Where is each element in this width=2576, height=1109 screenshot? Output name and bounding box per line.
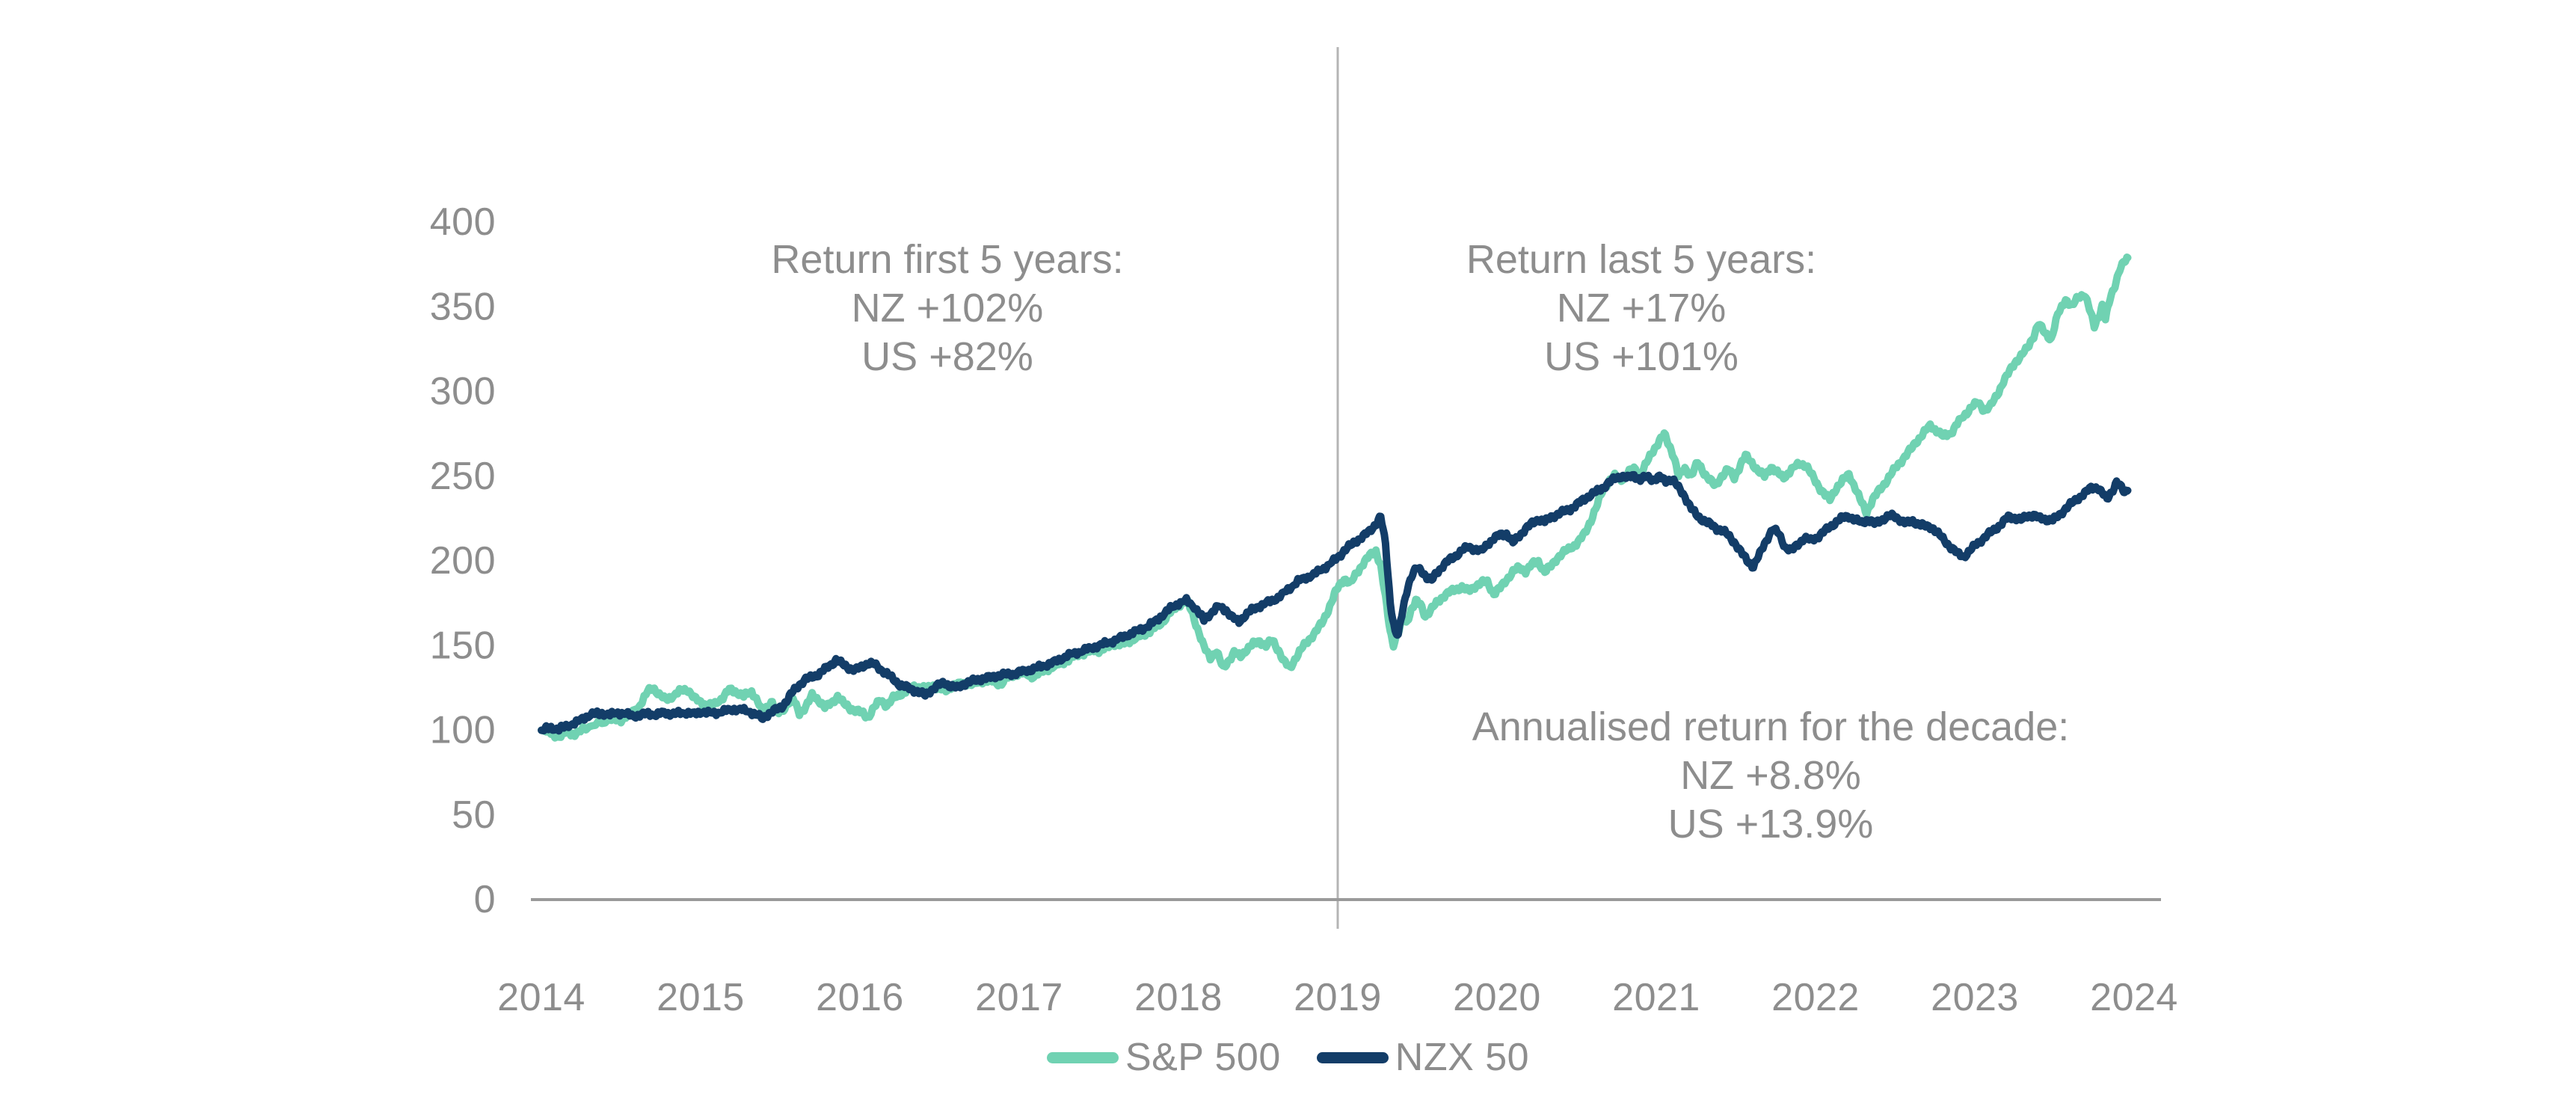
nzx50-swatch-icon — [1316, 1051, 1389, 1063]
x-tick-label: 2024 — [2090, 976, 2178, 1019]
annotation-decade: Annualised return for the decade: NZ +8.… — [1472, 703, 2070, 849]
nzx50-line — [538, 470, 2132, 735]
y-tick-label: 200 — [430, 539, 496, 583]
annotation-first-nz: NZ +102% — [851, 286, 1044, 331]
x-tick-label: 2019 — [1294, 976, 1382, 1019]
y-tick-label: 50 — [452, 793, 496, 837]
annotation-decade-nz: NZ +8.8% — [1680, 753, 1861, 798]
y-tick-label: 0 — [474, 878, 496, 921]
x-tick-label: 2020 — [1453, 976, 1541, 1019]
x-tick-label: 2015 — [657, 976, 745, 1019]
x-tick-label: 2017 — [975, 976, 1063, 1019]
x-tick-label: 2021 — [1612, 976, 1700, 1019]
annotation-decade-us: US +13.9% — [1667, 802, 1874, 847]
y-tick-label: 100 — [430, 709, 496, 752]
annotation-first-us: US +82% — [861, 334, 1033, 379]
annotation-last-us: US +101% — [1544, 334, 1739, 379]
x-tick-label: 2014 — [497, 976, 585, 1019]
legend-item-nzx50: NZX 50 — [1316, 1035, 1530, 1080]
legend-item-sp500: S&P 500 — [1046, 1035, 1281, 1080]
chart-legend: S&P 500 NZX 50 — [0, 1035, 2576, 1080]
sp500-swatch-icon — [1046, 1051, 1119, 1063]
annotation-last-nz: NZ +17% — [1556, 286, 1727, 331]
y-tick-label: 250 — [430, 455, 496, 498]
legend-label: NZX 50 — [1395, 1036, 1530, 1079]
x-tick-label: 2023 — [1931, 976, 2019, 1019]
y-tick-label: 300 — [430, 370, 496, 414]
annotation-decade-title: Annualised return for the decade: — [1472, 704, 2070, 749]
x-tick-label: 2018 — [1134, 976, 1223, 1019]
y-tick-label: 350 — [430, 285, 496, 328]
annotation-first-5-years: Return first 5 years: NZ +102% US +82% — [771, 236, 1123, 381]
sp500-line — [538, 254, 2132, 742]
y-tick-label: 150 — [430, 624, 496, 667]
annotation-last-5-years: Return last 5 years: NZ +17% US +101% — [1466, 236, 1816, 381]
x-tick-label: 2016 — [816, 976, 904, 1019]
annotation-last-title: Return last 5 years: — [1466, 237, 1817, 282]
annotation-first-title: Return first 5 years: — [771, 237, 1124, 282]
y-tick-label: 400 — [430, 200, 496, 244]
legend-label: S&P 500 — [1125, 1036, 1281, 1079]
x-tick-label: 2022 — [1771, 976, 1860, 1019]
